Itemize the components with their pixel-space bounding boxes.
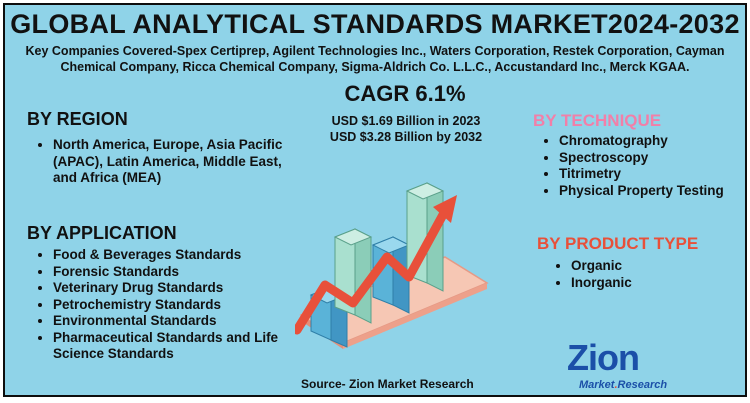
logo-sub-research: Research — [617, 379, 668, 391]
logo-wordmark: Zion — [567, 337, 640, 378]
bar-4-top — [405, 182, 445, 200]
zion-logo: Zion Market.Research — [567, 337, 687, 393]
technique-list: Chromatography Spectroscopy Titrimetry P… — [539, 133, 750, 199]
technique-item: Spectroscopy — [559, 150, 750, 167]
logo-subtitle: Market.Research — [579, 379, 667, 391]
infographic-frame: GLOBAL ANALYTICAL STANDARDS MARKET2024-2… — [3, 3, 747, 397]
application-item: Environmental Standards — [53, 313, 298, 330]
trend-arrow-line — [295, 206, 450, 335]
application-item: Pharmaceutical Standards and Life Scienc… — [53, 330, 298, 363]
logo-sub-market: Market — [579, 379, 615, 391]
application-heading: BY APPLICATION — [27, 223, 177, 243]
technique-heading: BY TECHNIQUE — [533, 111, 662, 130]
growth-chart-illustration — [295, 182, 489, 349]
application-item: Veterinary Drug Standards — [53, 280, 298, 297]
trend-arrow-head — [433, 195, 457, 223]
product-type-heading: BY PRODUCT TYPE — [537, 234, 699, 253]
application-item: Petrochemistry Standards — [53, 297, 298, 314]
key-companies-text: Key Companies Covered-Spex Certiprep, Ag… — [25, 44, 725, 74]
region-list: North America, Europe, Asia Pacific (APA… — [33, 137, 303, 187]
page-title: GLOBAL ANALYTICAL STANDARDS MARKET2024-2… — [10, 9, 740, 39]
application-item: Forensic Standards — [53, 264, 298, 281]
market-value-2032: USD $3.28 Billion by 2032 — [329, 130, 483, 144]
technique-item: Physical Property Testing — [559, 183, 750, 200]
region-item: North America, Europe, Asia Pacific (APA… — [53, 137, 303, 187]
market-value-2023: USD $1.69 Billion in 2023 — [331, 114, 481, 128]
product-type-list: Organic Inorganic — [551, 258, 721, 291]
bar-2-top — [333, 228, 373, 246]
technique-item: Chromatography — [559, 133, 750, 150]
technique-item: Titrimetry — [559, 166, 750, 183]
source-text: Source- Zion Market Research — [301, 377, 474, 391]
chart-base-edge — [343, 283, 487, 349]
application-item: Food & Beverages Standards — [53, 247, 298, 264]
product-type-item: Organic — [571, 258, 721, 275]
region-heading: BY REGION — [27, 109, 128, 129]
application-list: Food & Beverages Standards Forensic Stan… — [33, 247, 298, 363]
cagr-value: CAGR 6.1% — [344, 81, 466, 106]
logo-sub-sep: . — [614, 379, 618, 391]
product-type-item: Inorganic — [571, 275, 721, 292]
